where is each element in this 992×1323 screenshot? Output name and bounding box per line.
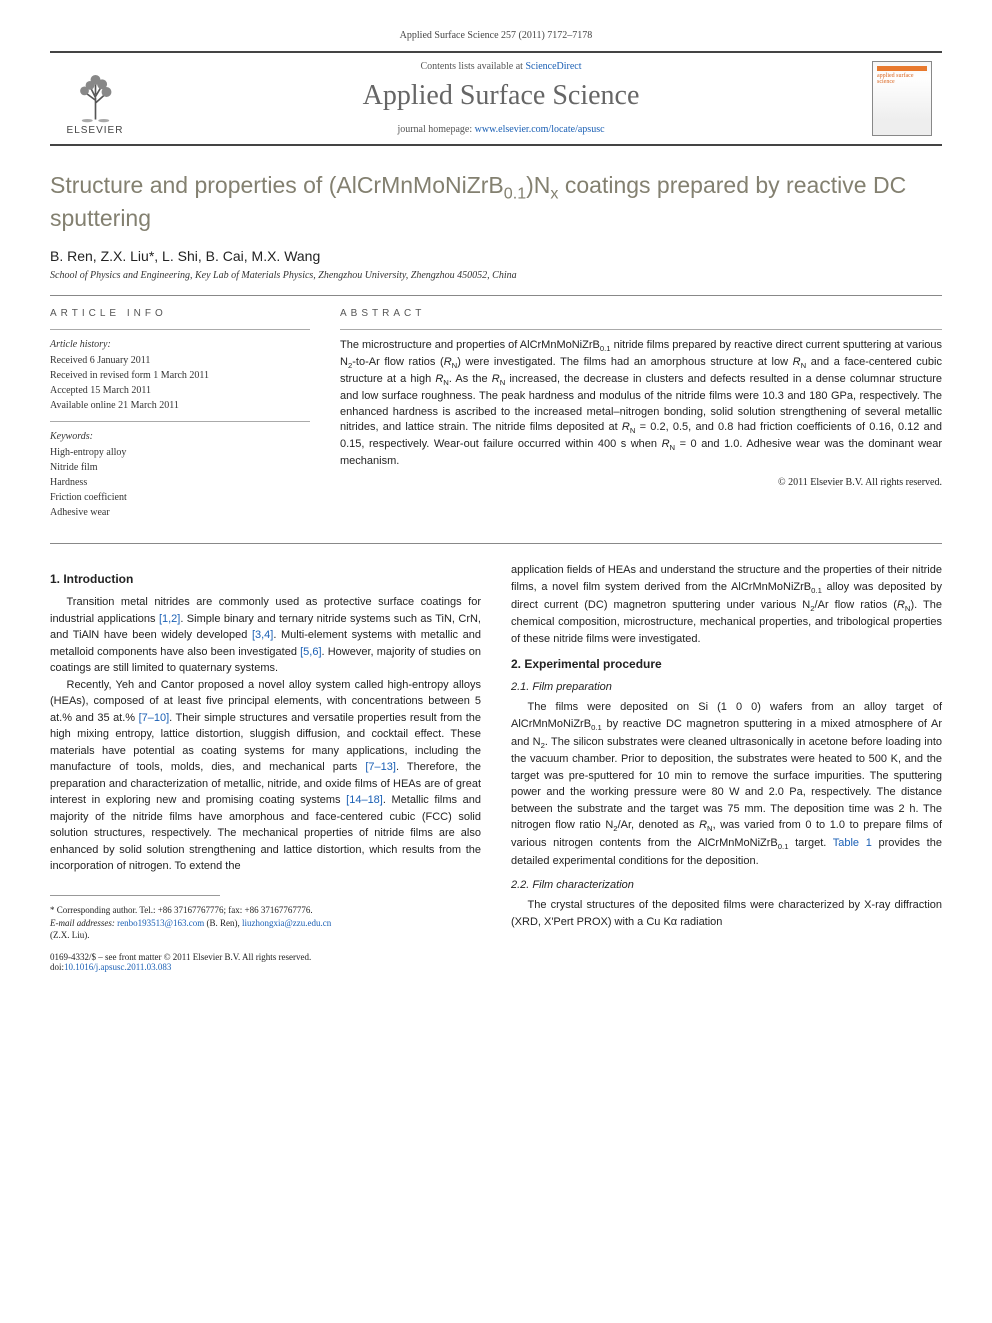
revised-date: Received in revised form 1 March 2011 [50,369,310,383]
email-link-1[interactable]: renbo193513@163.com [117,918,204,928]
keyword: Adhesive wear [50,506,310,520]
article-title: Structure and properties of (AlCrMnMoNiZ… [50,171,942,232]
emails-label: E-mail addresses: [50,918,115,928]
publisher-logo: ELSEVIER [50,53,140,144]
journal-title: Applied Surface Science [150,80,852,112]
online-date: Available online 21 March 2011 [50,399,310,413]
corr-author-line: * Corresponding author. Tel.: +86 371677… [50,904,481,917]
elsevier-tree-icon [68,70,123,125]
right-column: application fields of HEAs and understan… [511,562,942,971]
section-1-heading: 1. Introduction [50,572,481,586]
keywords-heading: Keywords: [50,430,310,444]
paragraph: The crystal structures of the deposited … [511,897,942,930]
doi-prefix: doi: [50,962,64,972]
received-date: Received 6 January 2011 [50,354,310,368]
abstract-panel: abstract The microstructure and properti… [340,308,942,521]
body-columns: 1. Introduction Transition metal nitride… [50,543,942,971]
publisher-name: ELSEVIER [67,125,124,136]
sciencedirect-link[interactable]: ScienceDirect [525,61,581,72]
history-heading: Article history: [50,338,310,352]
cover-thumbnail: applied surface science [862,53,942,144]
email2-who: (Z.X. Liu). [50,929,481,942]
article-info-label: article info [50,308,310,319]
doi-link[interactable]: 10.1016/j.apsusc.2011.03.083 [64,962,171,972]
cover-text: applied surface science [877,73,927,85]
corresponding-author-note: * Corresponding author. Tel.: +86 371677… [50,904,481,942]
journal-header: ELSEVIER Contents lists available at Sci… [50,51,942,146]
paragraph: application fields of HEAs and understan… [511,562,942,647]
contents-prefix: Contents lists available at [420,61,525,72]
section-2-1-heading: 2.1. Film preparation [511,681,942,693]
paragraph: Recently, Yeh and Cantor proposed a nove… [50,677,481,875]
paragraph: Transition metal nitrides are commonly u… [50,594,481,677]
left-column: 1. Introduction Transition metal nitride… [50,562,481,971]
article-info-panel: article info Article history: Received 6… [50,308,310,521]
homepage-link[interactable]: www.elsevier.com/locate/apsusc [475,124,605,135]
author-list: B. Ren, Z.X. Liu*, L. Shi, B. Cai, M.X. … [50,248,942,264]
keyword: High-entropy alloy [50,446,310,460]
affiliation: School of Physics and Engineering, Key L… [50,270,942,281]
email-link-2[interactable]: liuzhongxia@zzu.edu.cn [242,918,331,928]
keyword: Hardness [50,476,310,490]
abstract-text: The microstructure and properties of AlC… [340,338,942,469]
accepted-date: Accepted 15 March 2011 [50,384,310,398]
running-header: Applied Surface Science 257 (2011) 7172–… [50,30,942,41]
keyword: Friction coefficient [50,491,310,505]
paragraph: The films were deposited on Si (1 0 0) w… [511,699,942,869]
homepage-prefix: journal homepage: [397,124,474,135]
section-2-2-heading: 2.2. Film characterization [511,879,942,891]
abstract-label: abstract [340,308,942,319]
section-2-heading: 2. Experimental procedure [511,657,942,671]
email1-who: (B. Ren), [204,918,242,928]
doi-block: 0169-4332/$ – see front matter © 2011 El… [50,952,481,972]
header-center: Contents lists available at ScienceDirec… [140,53,862,144]
front-matter-line: 0169-4332/$ – see front matter © 2011 El… [50,952,481,962]
keyword: Nitride film [50,461,310,475]
abstract-copyright: © 2011 Elsevier B.V. All rights reserved… [340,477,942,488]
